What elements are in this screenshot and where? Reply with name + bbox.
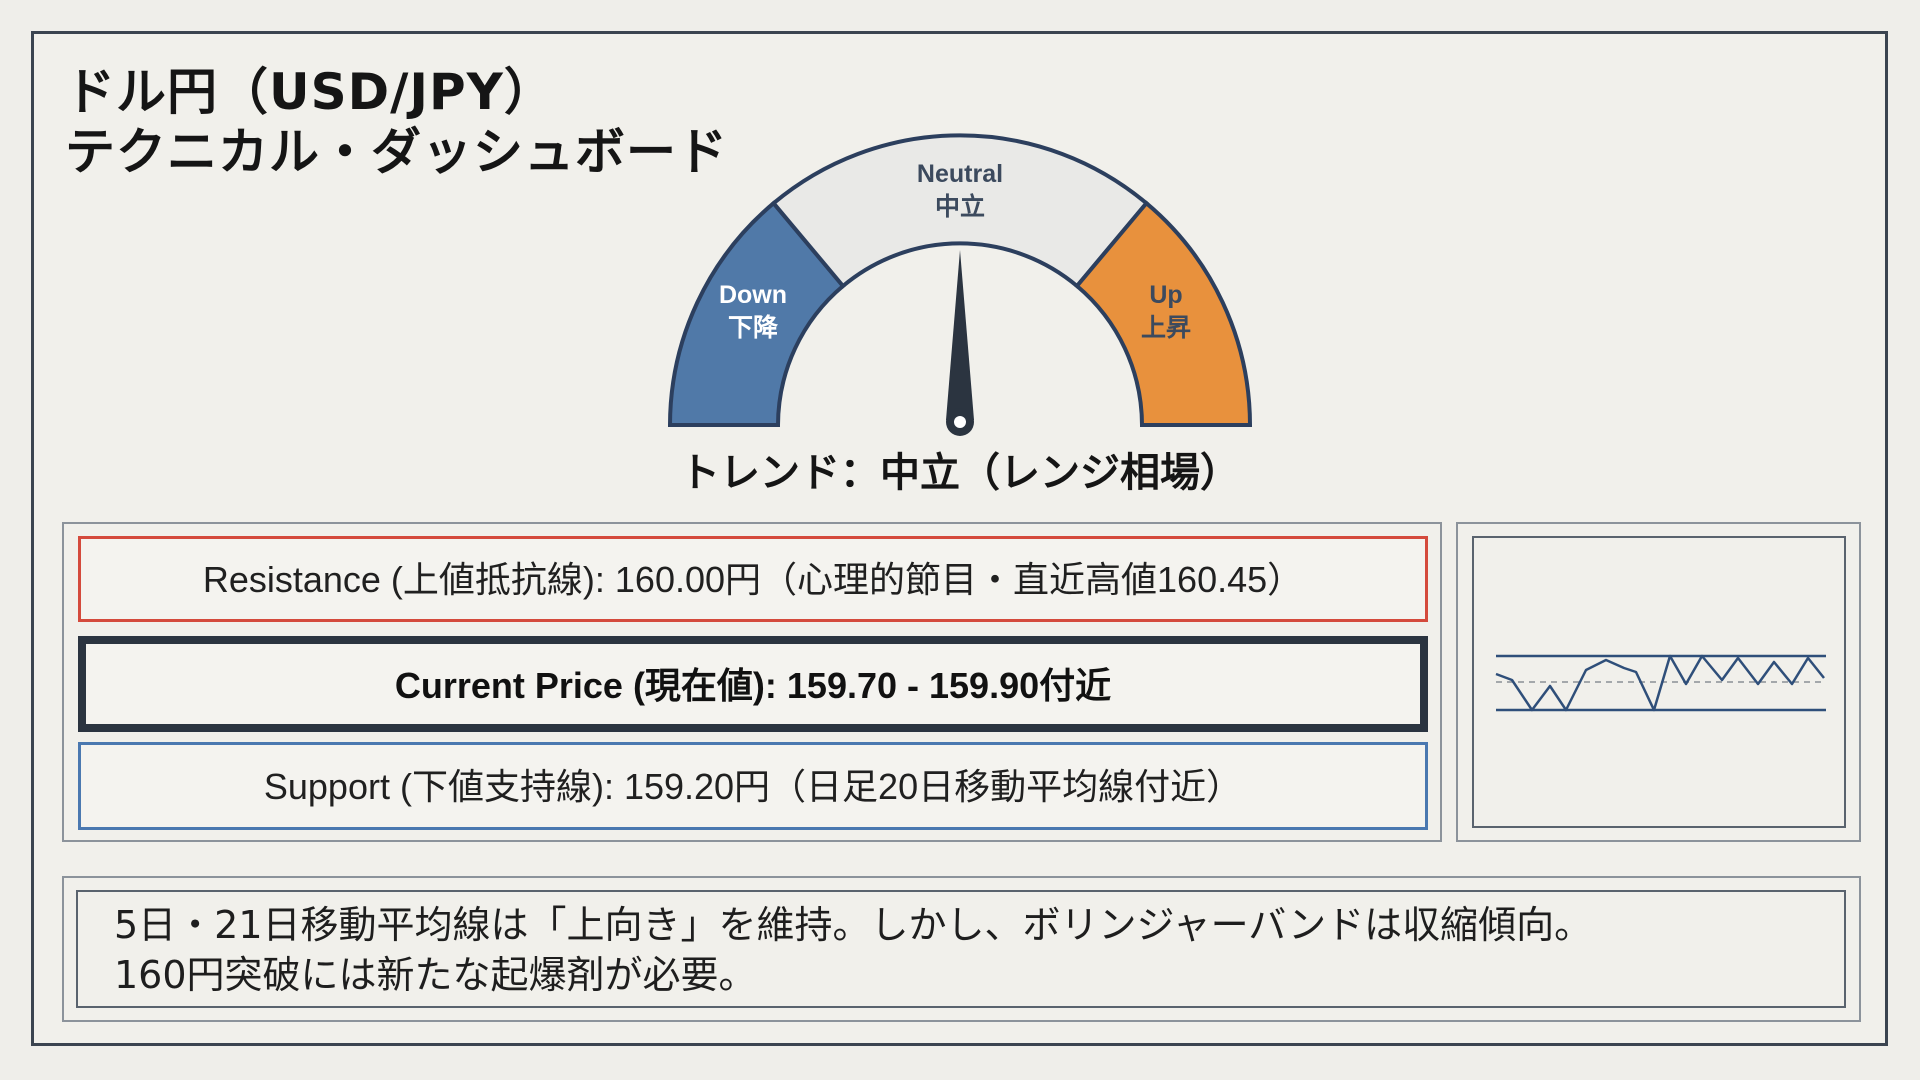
trend-label: トレンド：中立（レンジ相場）: [680, 450, 1240, 496]
gauge-label-up-en: Up: [1149, 281, 1182, 309]
current-price-level: Current Price (現在値): 159.70 - 159.90付近: [78, 636, 1428, 732]
sparkline-price-line: [1495, 654, 1825, 712]
commentary-panel: 5日・21日移動平均線は「上向き」を維持。しかし、ボリンジャーバンドは収縮傾向。…: [62, 876, 1861, 1022]
support-level: Support (下値支持線): 159.20円（日足20日移動平均線付近）: [78, 742, 1428, 830]
commentary-text: 5日・21日移動平均線は「上向き」を維持。しかし、ボリンジャーバンドは収縮傾向。…: [76, 890, 1846, 1008]
gauge-label-neutral-ja: 中立: [935, 192, 985, 221]
commentary-line-1: 5日・21日移動平均線は「上向き」を維持。しかし、ボリンジャーバンドは収縮傾向。: [114, 903, 1593, 947]
gauge-segment-up: [1074, 200, 1253, 427]
gauge-label-down-ja: 下降: [728, 313, 779, 342]
gauge-label-up-ja: 上昇: [1141, 313, 1191, 342]
range-sparkline: [1495, 654, 1826, 712]
page-title: ドル円（USD/JPY） テクニカル・ダッシュボード: [65, 62, 728, 182]
trend-gauge: Down 下降 Neutral 中立 Up 上昇: [667, 133, 1253, 436]
gauge-needle-hub-dot: [954, 416, 966, 428]
price-levels-panel: Resistance (上値抵抗線): 160.00円（心理的節目・直近高値16…: [62, 522, 1442, 842]
title-line-1: ドル円（USD/JPY）: [65, 63, 555, 121]
gauge-label-neutral-en: Neutral: [917, 160, 1003, 188]
gauge-label-down-en: Down: [719, 281, 787, 309]
mini-chart-frame: [1472, 536, 1846, 828]
title-line-2: テクニカル・ダッシュボード: [65, 123, 728, 181]
mini-chart-panel: [1456, 522, 1861, 842]
resistance-level: Resistance (上値抵抗線): 160.00円（心理的節目・直近高値16…: [78, 536, 1428, 622]
gauge-segment-neutral: [770, 133, 1150, 289]
gauge-needle: [946, 250, 974, 420]
commentary-line-2: 160円突破には新たな起爆剤が必要。: [114, 953, 757, 997]
